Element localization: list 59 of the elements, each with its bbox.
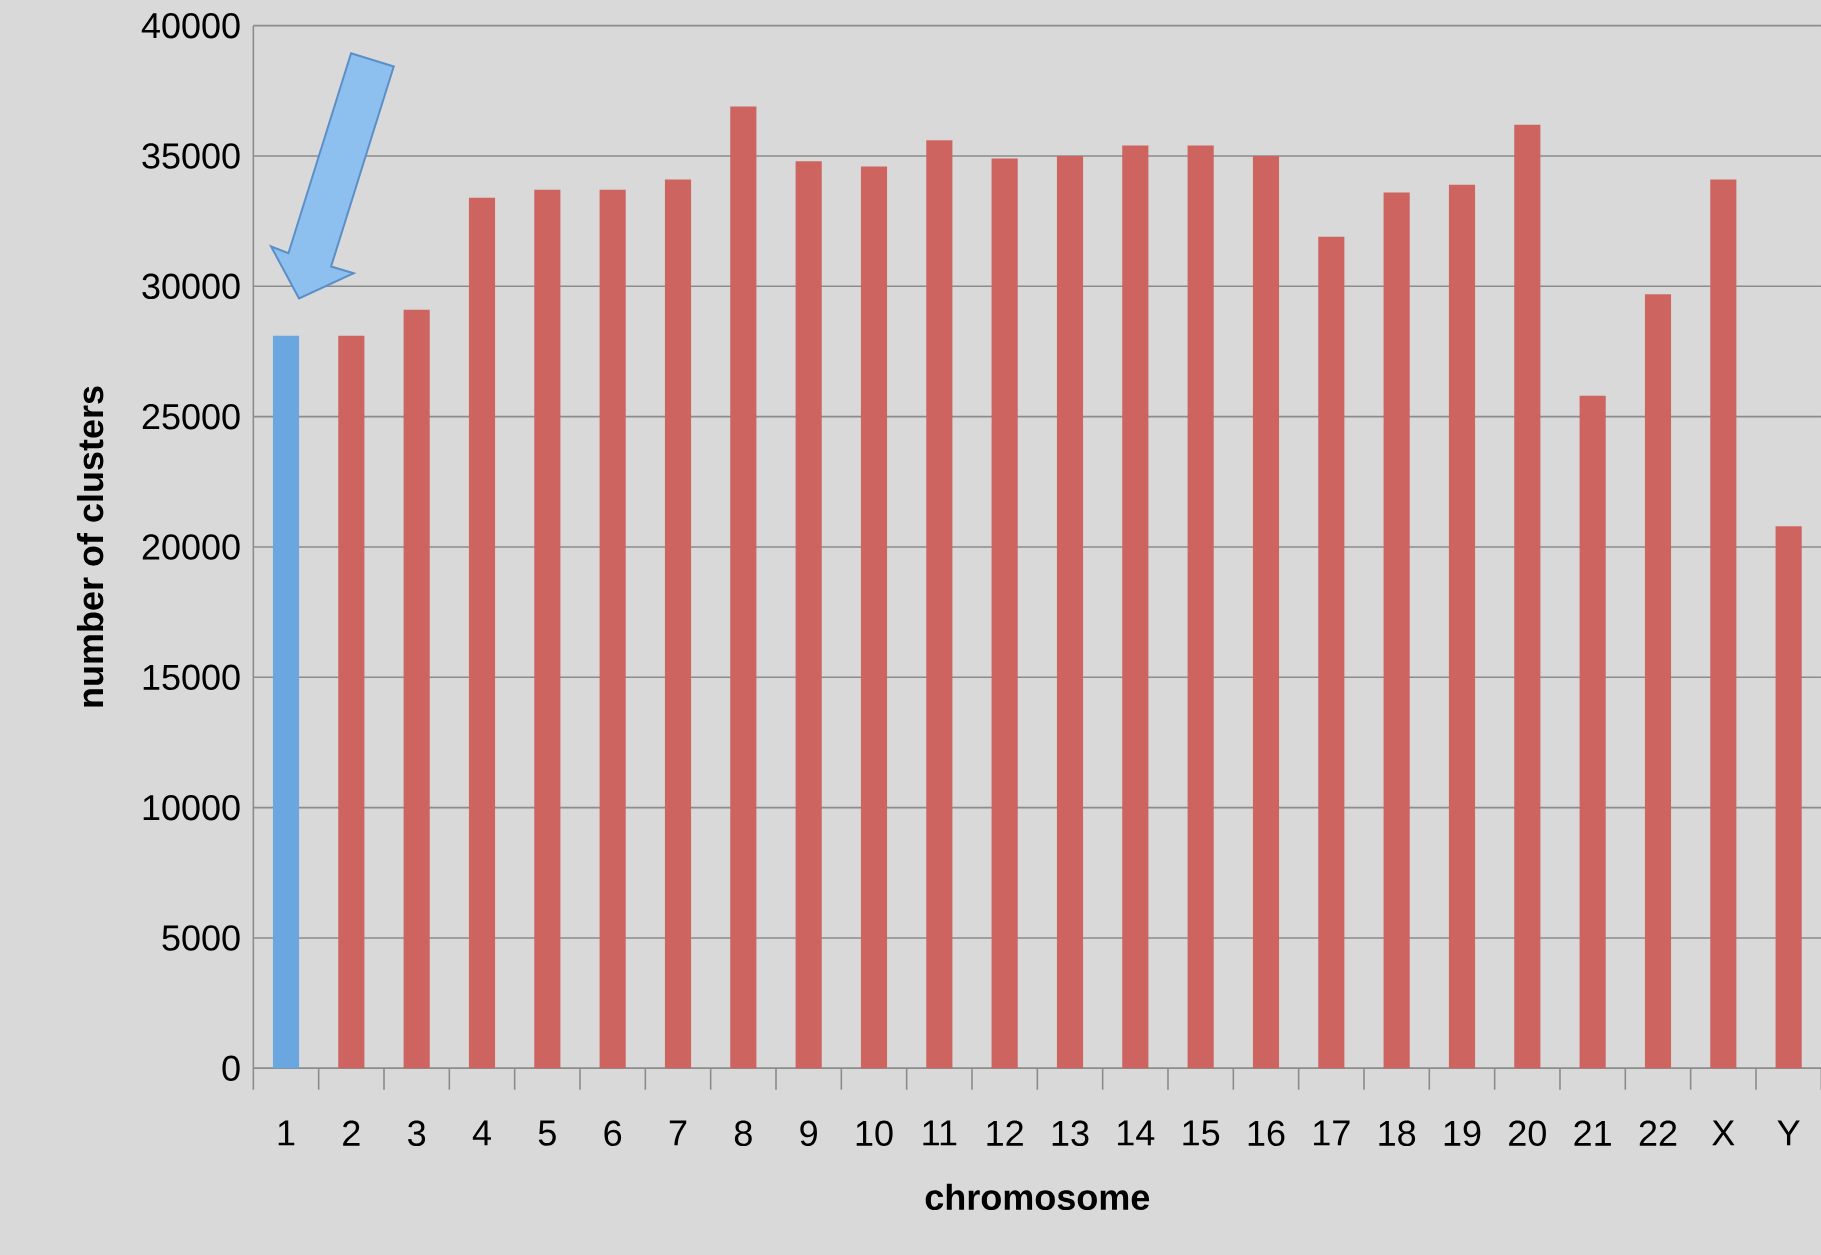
x-tick-label: X — [1712, 1120, 1735, 1146]
bar — [1122, 145, 1149, 1069]
bar — [1448, 184, 1476, 1069]
y-axis-title: number of clusters — [76, 386, 104, 707]
bar — [795, 161, 822, 1069]
x-tick-label: 13 — [1052, 1120, 1089, 1147]
bar — [338, 335, 365, 1069]
x-tick-label: 14 — [1118, 1120, 1155, 1146]
bar — [1187, 145, 1214, 1069]
x-tick-label: 1 — [278, 1120, 295, 1146]
y-tick-label: 15000 — [143, 664, 240, 691]
x-tick-label: 15 — [1183, 1120, 1220, 1146]
y-tick-label: 25000 — [142, 403, 240, 430]
bar — [1644, 294, 1672, 1069]
x-tick-label: 7 — [669, 1120, 687, 1146]
bar — [1383, 192, 1410, 1069]
x-tick-label: 18 — [1379, 1120, 1416, 1147]
bar — [730, 106, 757, 1069]
x-tick-label: 5 — [538, 1120, 556, 1146]
x-tick-label: 17 — [1314, 1120, 1350, 1146]
x-tick-label: 11 — [923, 1120, 957, 1146]
y-tick-label: 0 — [222, 1055, 240, 1082]
bar — [926, 140, 953, 1069]
y-tick-label: 10000 — [143, 794, 240, 821]
bar — [272, 335, 300, 1069]
x-tick-label: 9 — [800, 1120, 817, 1147]
y-tick-label: 35000 — [142, 143, 240, 169]
bar — [1056, 155, 1084, 1069]
x-tick-label: 12 — [987, 1120, 1023, 1146]
x-tick-label: 22 — [1639, 1120, 1677, 1146]
y-tick-label: 5000 — [162, 925, 240, 951]
bar — [468, 197, 496, 1069]
bar — [860, 166, 888, 1069]
bar — [991, 158, 1018, 1069]
bar — [1775, 526, 1802, 1069]
y-tick-label: 40000 — [141, 12, 240, 39]
bar — [1710, 179, 1737, 1069]
x-tick-label: 3 — [408, 1120, 426, 1147]
x-tick-label: 16 — [1248, 1120, 1285, 1147]
x-axis-title: chromosome — [925, 1183, 1150, 1211]
y-tick-label: 20000 — [142, 534, 240, 560]
x-tick-label: 2 — [343, 1120, 360, 1146]
bar — [1579, 395, 1606, 1069]
x-tick-label: 20 — [1509, 1120, 1546, 1147]
bar — [1318, 236, 1345, 1069]
x-tick-label: 4 — [472, 1120, 491, 1146]
x-tick-label: 19 — [1444, 1120, 1481, 1147]
x-tick-label: Y — [1777, 1120, 1800, 1146]
x-tick-label: 21 — [1574, 1120, 1611, 1146]
bar — [1252, 155, 1280, 1069]
x-tick-label: 6 — [604, 1120, 622, 1147]
x-tick-label: 8 — [734, 1120, 752, 1147]
bar — [1514, 124, 1541, 1069]
bar — [534, 189, 561, 1069]
bar — [664, 179, 692, 1069]
bar — [599, 189, 626, 1069]
bar — [403, 309, 430, 1069]
y-tick-label: 30000 — [142, 273, 240, 300]
x-tick-label: 10 — [856, 1120, 893, 1147]
